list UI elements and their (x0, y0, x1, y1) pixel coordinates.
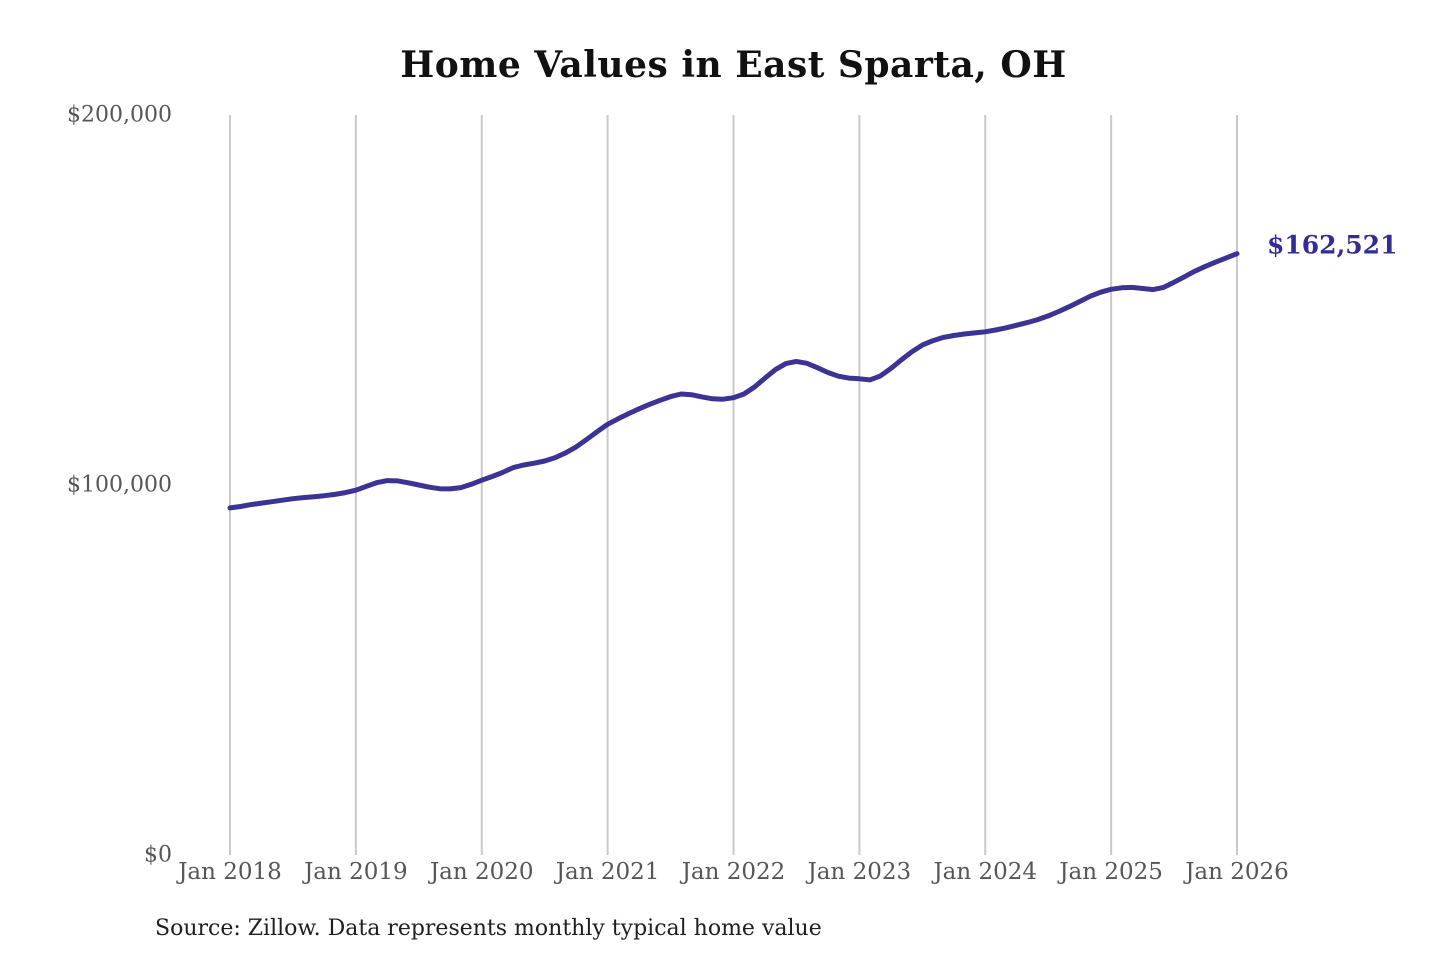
chart-title: Home Values in East Sparta, OH (400, 44, 1067, 86)
x-tick-label: Jan 2019 (304, 859, 408, 885)
x-tick-label: Jan 2018 (178, 859, 282, 885)
home-value-line-series (227, 251, 1240, 511)
x-tick-label: Jan 2025 (1059, 859, 1163, 885)
x-tick-label: Jan 2021 (555, 859, 660, 885)
x-tick-label: Jan 2026 (1185, 859, 1289, 885)
y-tick-label: $200,000 (67, 102, 172, 128)
y-tick-label: $100,000 (67, 472, 172, 498)
x-tick-label: Jan 2022 (681, 859, 786, 885)
x-tick-label: Jan 2020 (429, 859, 534, 885)
latest-value-label: $162,521 (1267, 230, 1398, 260)
y-tick-label: $0 (144, 842, 172, 868)
x-tick-label: Jan 2023 (807, 859, 912, 885)
x-tick-label: Jan 2024 (933, 859, 1038, 885)
source-note: Source: Zillow. Data represents monthly … (155, 916, 822, 941)
